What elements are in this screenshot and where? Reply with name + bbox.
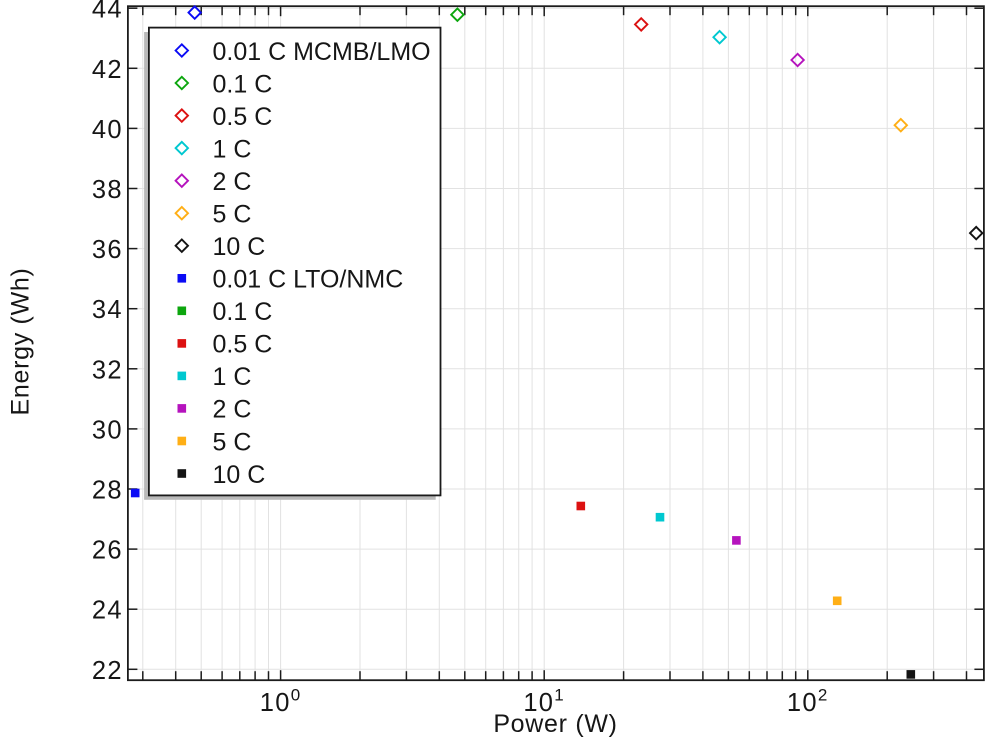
svg-text:2 C: 2 C	[213, 396, 252, 424]
svg-text:22: 22	[92, 657, 123, 685]
svg-text:10 C: 10 C	[213, 233, 266, 261]
svg-text:34: 34	[92, 296, 123, 324]
svg-text:0.5 C: 0.5 C	[213, 331, 273, 359]
svg-text:0.01 C MCMB/LMO: 0.01 C MCMB/LMO	[213, 38, 431, 66]
svg-text:0.01 C LTO/NMC: 0.01 C LTO/NMC	[213, 266, 404, 294]
svg-text:0.1 C: 0.1 C	[213, 298, 273, 326]
svg-text:24: 24	[92, 597, 123, 625]
svg-text:42: 42	[92, 56, 123, 84]
svg-text:2 C: 2 C	[213, 168, 252, 196]
svg-text:10 C: 10 C	[213, 461, 266, 489]
svg-text:0.5 C: 0.5 C	[213, 103, 273, 131]
svg-text:0.1 C: 0.1 C	[213, 70, 273, 98]
svg-text:1 C: 1 C	[213, 135, 252, 163]
svg-text:26: 26	[92, 537, 123, 565]
svg-text:5 C: 5 C	[213, 201, 252, 229]
svg-text:Power (W): Power (W)	[493, 710, 617, 738]
svg-text:44: 44	[92, 0, 123, 24]
svg-text:32: 32	[92, 356, 123, 384]
svg-text:Energy (Wh): Energy (Wh)	[7, 267, 35, 415]
svg-text:1 C: 1 C	[213, 363, 252, 391]
svg-text:5 C: 5 C	[213, 428, 252, 456]
svg-text:40: 40	[92, 116, 123, 144]
svg-text:36: 36	[92, 236, 123, 264]
svg-text:38: 38	[92, 176, 123, 204]
svg-text:30: 30	[92, 416, 123, 444]
svg-text:28: 28	[92, 477, 123, 505]
